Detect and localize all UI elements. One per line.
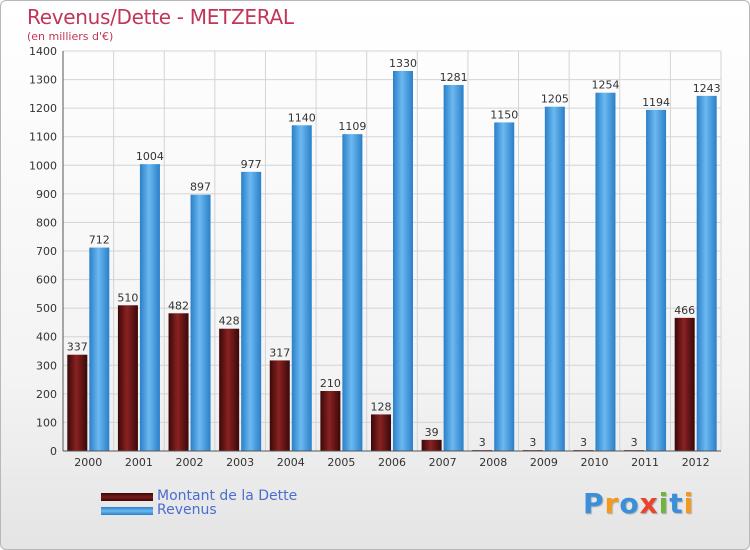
- data-label: 977: [241, 158, 262, 171]
- data-label: 1254: [591, 79, 619, 92]
- legend-label-dette: Montant de la Dette: [157, 488, 298, 504]
- bar-revenus: [241, 171, 262, 451]
- bar-revenus: [595, 92, 616, 451]
- y-tick-label: 1000: [29, 159, 57, 172]
- bar-revenus: [544, 106, 565, 451]
- data-label: 128: [371, 400, 392, 413]
- bar-revenus: [646, 109, 667, 451]
- bar-dette: [421, 439, 442, 451]
- data-label: 510: [117, 291, 138, 304]
- bar-dette: [67, 354, 88, 451]
- data-label: 428: [219, 315, 240, 328]
- data-label: 317: [269, 346, 290, 359]
- bar-revenus: [342, 134, 363, 451]
- x-tick-label: 2010: [580, 456, 608, 469]
- y-tick-label: 1200: [29, 102, 57, 115]
- data-label: 3: [631, 436, 638, 449]
- y-tick-label: 0: [50, 445, 57, 458]
- data-label: 1330: [389, 57, 417, 70]
- data-label: 466: [674, 304, 695, 317]
- y-tick-label: 900: [36, 188, 57, 201]
- logo-letter: o: [619, 487, 640, 520]
- y-tick-label: 1400: [29, 45, 57, 58]
- y-tick-label: 1300: [29, 74, 57, 87]
- logo-letter: P: [583, 487, 605, 520]
- data-label: 897: [190, 181, 211, 194]
- bar-revenus: [393, 71, 413, 451]
- logo-letter: i: [683, 487, 695, 520]
- x-axis-ticks: 2000 2001 2002 2003 2004 2005 2006 2007 2008 2009…: [74, 456, 709, 469]
- x-tick-label: 2006: [378, 456, 406, 469]
- axes: [62, 51, 721, 452]
- x-tick-label: 2011: [631, 456, 659, 469]
- data-label: 712: [89, 234, 110, 247]
- y-tick-label: 1100: [29, 131, 57, 144]
- bar-revenus: [696, 95, 717, 451]
- bar-revenus: [443, 85, 464, 451]
- data-label: 3: [529, 436, 536, 449]
- x-tick-label: 2000: [74, 456, 102, 469]
- bars: [67, 71, 717, 452]
- y-tick-label: 100: [36, 416, 57, 429]
- x-tick-label: 2002: [176, 456, 204, 469]
- y-tick-label: 500: [36, 302, 57, 315]
- bar-revenus: [89, 247, 110, 451]
- data-label: 1150: [490, 108, 518, 121]
- legend-swatch-revenus: [101, 507, 153, 515]
- bar-revenus: [291, 125, 312, 452]
- data-label: 1281: [440, 71, 468, 84]
- x-tick-label: 2005: [327, 456, 355, 469]
- x-tick-label: 2003: [226, 456, 254, 469]
- y-axis-ticks: 0 100 200 300 400 500 600 700 800 900 1000 1100 1200…: [29, 45, 57, 458]
- data-label: 1004: [136, 150, 164, 163]
- data-label: 39: [425, 426, 439, 439]
- bar-dette: [371, 414, 391, 451]
- chart-title: Revenus/Dette - METZERAL: [27, 5, 294, 29]
- data-label: 482: [168, 299, 189, 312]
- y-tick-label: 600: [36, 274, 57, 287]
- data-label: 1243: [693, 82, 721, 95]
- y-tick-label: 800: [36, 216, 57, 229]
- logo-letter: x: [639, 487, 659, 520]
- bar-revenus: [190, 194, 211, 451]
- data-label: 210: [320, 377, 341, 390]
- x-tick-label: 2008: [479, 456, 507, 469]
- logo-letter: r: [604, 487, 620, 520]
- x-tick-label: 2004: [277, 456, 305, 469]
- y-tick-label: 400: [36, 331, 57, 344]
- bar-dette: [168, 313, 189, 451]
- bar-dette: [219, 328, 240, 451]
- bar-dette: [674, 317, 695, 451]
- data-label: 3: [479, 436, 486, 449]
- data-labels: 337 510 482 428 317 210 128 39 3 3 3 3 466 712 1004 897…: [67, 57, 721, 449]
- bar-dette: [269, 360, 290, 451]
- data-label: 1194: [642, 96, 670, 109]
- x-tick-label: 2001: [125, 456, 153, 469]
- legend-swatch-dette: [101, 493, 153, 501]
- x-tick-label: 2007: [429, 456, 457, 469]
- bar-dette: [117, 305, 138, 451]
- grid-lines: [62, 50, 722, 452]
- bar-dette: [320, 391, 341, 451]
- proxiti-logo: Proxiti: [583, 487, 694, 520]
- data-label: 3: [580, 436, 587, 449]
- data-label: 1109: [338, 120, 366, 133]
- y-tick-label: 700: [36, 245, 57, 258]
- y-tick-label: 300: [36, 359, 57, 372]
- x-tick-label: 2012: [682, 456, 710, 469]
- chart-subtitle: (en milliers d'€): [27, 30, 114, 43]
- legend-label-revenus: Revenus: [157, 502, 217, 518]
- logo-letter: t: [669, 487, 684, 520]
- bar-revenus: [139, 164, 160, 451]
- bar-revenus: [494, 122, 515, 451]
- data-label: 1205: [541, 93, 569, 106]
- data-label: 1140: [288, 111, 316, 124]
- data-label: 337: [67, 341, 88, 354]
- logo-letter: i: [658, 487, 670, 520]
- y-tick-label: 200: [36, 388, 57, 401]
- x-tick-label: 2009: [530, 456, 558, 469]
